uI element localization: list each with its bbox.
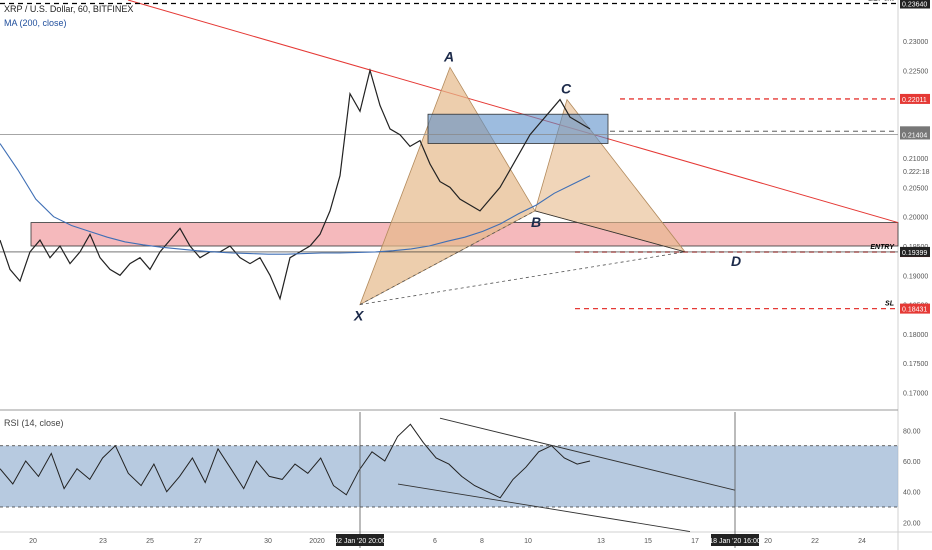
rsi-tick-label: 40.00 <box>903 490 921 497</box>
price-level-value: 0.18431 <box>902 307 927 314</box>
time-tick-label: 10 <box>524 538 532 545</box>
pattern-point-d: D <box>731 253 741 269</box>
time-tick-label: 2020 <box>309 538 325 545</box>
pattern-point-a: A <box>443 48 454 64</box>
price-level-value: 0.22011 <box>902 97 927 104</box>
price-tick-label: 0.18000 <box>903 332 928 339</box>
price-level-value: 0.21404 <box>902 132 927 139</box>
countdown-tag: 22:18 <box>912 169 930 176</box>
price-tick-label: 0.21000 <box>903 156 928 163</box>
rsi-legend: RSI (14, close) <box>4 418 64 428</box>
price-tick-label: 0.19000 <box>903 273 928 280</box>
rsi-series <box>0 423 591 499</box>
price-tick-label: 0.20500 <box>903 185 928 192</box>
rsi-tick-label: 20.00 <box>903 520 921 527</box>
time-tick-label: 02 Jan '20 20:00 <box>334 538 386 545</box>
time-tick-label: 23 <box>99 538 107 545</box>
price-level-tag <box>900 93 930 104</box>
price-axis-panel <box>898 0 932 550</box>
time-tick-label: 20 <box>764 538 772 545</box>
time-tick-label: 20 <box>29 538 37 545</box>
pattern-point-b: B <box>531 214 541 230</box>
xd-dashed <box>359 251 686 305</box>
ma-series <box>0 143 591 255</box>
price-level-value: 0.23640 <box>902 2 927 9</box>
time-tag-bg <box>711 534 759 546</box>
time-tick-label: 17 <box>691 538 699 545</box>
pattern-point-x: X <box>353 308 365 324</box>
price-level-label: 1.27 ext <box>868 0 894 3</box>
time-tick-label: 13 <box>597 538 605 545</box>
pattern-point-c: C <box>561 81 572 97</box>
time-tag-bg <box>336 534 384 546</box>
rsi-tick-label: 60.00 <box>903 459 921 466</box>
time-tick-label: 30 <box>264 538 272 545</box>
bd-line <box>534 210 686 253</box>
time-tick-label: 25 <box>146 538 154 545</box>
chart-title: XRP / U.S. Dollar, 60, BITFINEX <box>4 4 134 14</box>
price-tick-label: 0.23000 <box>903 39 928 46</box>
time-tick-label: 27 <box>194 538 202 545</box>
price-tick-label: 0.20000 <box>903 215 928 222</box>
price-level-tag <box>900 303 930 314</box>
rsi-channel-bottom <box>397 483 691 532</box>
time-tick-label: 6 <box>433 538 437 545</box>
time-tick-label: 24 <box>858 538 866 545</box>
price-level-tag <box>900 129 930 140</box>
rsi-tick-label: 80.00 <box>903 428 921 435</box>
price-tick-label: 0.17000 <box>903 390 928 397</box>
time-tick-label: 18 Jan '20 16:00 <box>709 538 761 545</box>
red-trendline <box>127 0 899 224</box>
time-tick-label: 22 <box>811 538 819 545</box>
price-level-label: SL <box>885 301 894 308</box>
rsi-band <box>0 445 898 508</box>
time-tick-label: 15 <box>644 538 652 545</box>
price-tag-misc: 0.2 <box>903 169 913 176</box>
price-tick-label: 0.22500 <box>903 68 928 75</box>
rsi-channel-top <box>439 417 736 491</box>
price-level-label: ENTRY <box>870 244 895 251</box>
ma-legend: MA (200, close) <box>4 18 67 28</box>
resistance-box <box>427 113 609 144</box>
price-level-tag <box>900 0 930 9</box>
price-level-tag <box>900 246 930 257</box>
time-tick-label: 8 <box>480 538 484 545</box>
price-tick-label: 0.17500 <box>903 361 928 368</box>
price-series <box>0 67 591 301</box>
price-level-value: 0.19399 <box>902 250 927 257</box>
